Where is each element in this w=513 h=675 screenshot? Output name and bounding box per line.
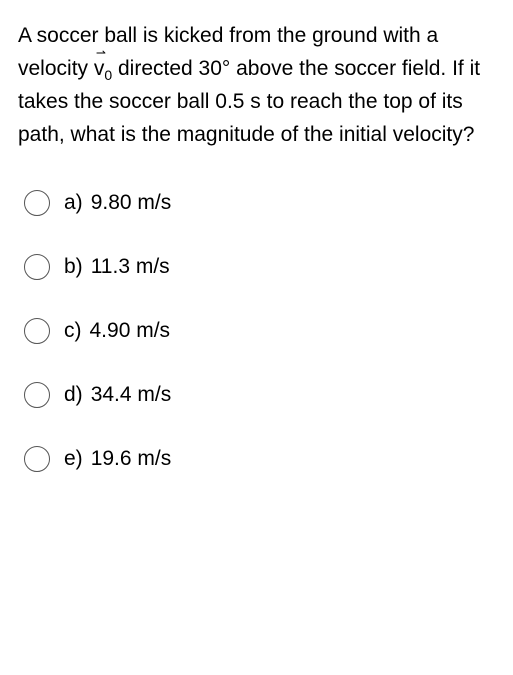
option-letter: a) bbox=[64, 190, 83, 215]
option-label: c) 4.90 m/s bbox=[64, 318, 170, 343]
question-text: A soccer ball is kicked from the ground … bbox=[18, 20, 495, 152]
radio-icon[interactable] bbox=[24, 318, 50, 344]
option-a[interactable]: a) 9.80 m/s bbox=[24, 190, 495, 216]
option-b[interactable]: b) 11.3 m/s bbox=[24, 254, 495, 280]
radio-icon[interactable] bbox=[24, 382, 50, 408]
option-text: 11.3 m/s bbox=[91, 254, 170, 279]
option-label: d) 34.4 m/s bbox=[64, 382, 171, 407]
option-letter: b) bbox=[64, 254, 83, 279]
option-d[interactable]: d) 34.4 m/s bbox=[24, 382, 495, 408]
vector-arrow: ⇀ bbox=[96, 44, 106, 63]
option-text: 34.4 m/s bbox=[91, 382, 172, 407]
options-list: a) 9.80 m/s b) 11.3 m/s c) 4.90 m/s d) 3… bbox=[18, 190, 495, 472]
option-letter: c) bbox=[64, 318, 82, 343]
radio-icon[interactable] bbox=[24, 254, 50, 280]
radio-icon[interactable] bbox=[24, 446, 50, 472]
option-label: b) 11.3 m/s bbox=[64, 254, 170, 279]
option-text: 4.90 m/s bbox=[90, 318, 171, 343]
option-letter: d) bbox=[64, 382, 83, 407]
option-e[interactable]: e) 19.6 m/s bbox=[24, 446, 495, 472]
radio-icon[interactable] bbox=[24, 190, 50, 216]
option-letter: e) bbox=[64, 446, 83, 471]
option-c[interactable]: c) 4.90 m/s bbox=[24, 318, 495, 344]
option-label: a) 9.80 m/s bbox=[64, 190, 171, 215]
option-text: 9.80 m/s bbox=[91, 190, 172, 215]
option-text: 19.6 m/s bbox=[91, 446, 172, 471]
velocity-vector-symbol: ⇀v0 bbox=[94, 53, 112, 87]
option-label: e) 19.6 m/s bbox=[64, 446, 171, 471]
